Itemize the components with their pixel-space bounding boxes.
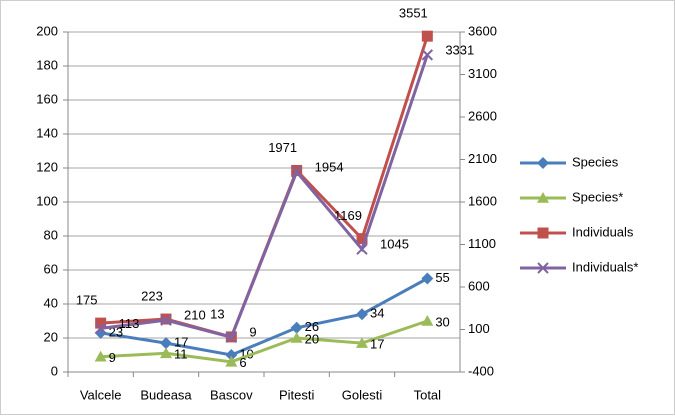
y-tick-label: 140 bbox=[36, 125, 58, 140]
y-tick-label: 40 bbox=[44, 295, 58, 310]
y2-tick-label: 1600 bbox=[468, 193, 497, 208]
marker bbox=[421, 30, 433, 42]
x-tick-label: Pitesti bbox=[279, 387, 315, 402]
data-label: 3551 bbox=[399, 6, 428, 21]
y-tick-label: 200 bbox=[36, 23, 58, 38]
marker bbox=[356, 308, 368, 321]
data-label: 30 bbox=[435, 314, 449, 329]
marker bbox=[421, 272, 434, 285]
marker bbox=[290, 332, 303, 343]
x-tick-label: Total bbox=[414, 387, 442, 402]
marker bbox=[94, 350, 107, 362]
x-tick-label: Valcele bbox=[80, 387, 122, 402]
data-label: 1954 bbox=[315, 159, 344, 174]
data-label: 175 bbox=[76, 293, 98, 308]
y-tick-label: 180 bbox=[36, 57, 58, 72]
data-label: 9 bbox=[109, 350, 116, 365]
legend-label: Species bbox=[572, 154, 619, 169]
y2-tick-label: 600 bbox=[468, 278, 490, 293]
marker bbox=[225, 349, 238, 361]
data-label: 1971 bbox=[268, 140, 297, 155]
y-tick-label: 80 bbox=[44, 227, 58, 242]
data-label: 55 bbox=[435, 270, 449, 285]
marker bbox=[225, 331, 238, 343]
x-tick-label: Budeasa bbox=[140, 387, 192, 402]
marker bbox=[160, 337, 172, 350]
marker bbox=[290, 166, 303, 178]
marker bbox=[290, 321, 303, 334]
data-label: 210 bbox=[184, 308, 206, 323]
y-tick-label: 160 bbox=[36, 91, 58, 106]
legend-label: Individuals* bbox=[572, 259, 639, 274]
y2-tick-label: 2600 bbox=[468, 108, 497, 123]
series-line bbox=[100, 319, 428, 364]
y-tick-label: 0 bbox=[51, 363, 58, 378]
marker bbox=[537, 262, 549, 274]
marker bbox=[95, 317, 107, 329]
x-tick-label: Bascov bbox=[210, 387, 253, 402]
y-tick-label: 20 bbox=[44, 329, 58, 344]
y-tick-label: 120 bbox=[36, 159, 58, 174]
marker bbox=[94, 326, 107, 339]
y2-tick-label: 100 bbox=[468, 321, 490, 336]
y2-tick-label: -400 bbox=[468, 363, 494, 378]
data-label: 3331 bbox=[445, 42, 474, 57]
y2-tick-label: 3600 bbox=[468, 23, 497, 38]
marker bbox=[356, 243, 368, 255]
data-label: 9 bbox=[249, 325, 256, 340]
marker bbox=[225, 355, 238, 367]
marker bbox=[537, 192, 549, 203]
series-line bbox=[100, 277, 429, 357]
series-line bbox=[100, 54, 429, 340]
data-label: 1045 bbox=[380, 237, 409, 252]
y-tick-label: 60 bbox=[44, 261, 58, 276]
data-label: 20 bbox=[305, 331, 319, 346]
y2-tick-label: 3100 bbox=[468, 66, 497, 81]
marker bbox=[356, 233, 368, 245]
y2-tick-label: 1100 bbox=[468, 236, 496, 251]
marker bbox=[537, 157, 549, 169]
marker bbox=[421, 49, 434, 61]
legend-label: Species* bbox=[572, 189, 623, 204]
data-label: 223 bbox=[141, 288, 163, 303]
marker bbox=[160, 314, 172, 326]
marker bbox=[94, 322, 107, 335]
data-label: 6 bbox=[239, 355, 246, 370]
x-tick-label: Golesti bbox=[342, 387, 383, 402]
data-label: 26 bbox=[305, 319, 319, 334]
data-label: 17 bbox=[174, 335, 188, 350]
data-label: 11 bbox=[174, 347, 188, 362]
data-label: 17 bbox=[370, 337, 384, 352]
marker bbox=[160, 347, 172, 359]
legend-label: Individuals bbox=[572, 224, 634, 239]
data-label: 113 bbox=[119, 316, 140, 331]
data-label: 1169 bbox=[334, 208, 362, 223]
data-label: 34 bbox=[370, 306, 384, 321]
data-label: 13 bbox=[210, 306, 224, 321]
marker bbox=[537, 227, 549, 239]
y2-tick-label: 2100 bbox=[468, 151, 497, 166]
marker bbox=[356, 337, 368, 348]
marker bbox=[421, 315, 434, 326]
y-tick-label: 100 bbox=[36, 193, 58, 208]
